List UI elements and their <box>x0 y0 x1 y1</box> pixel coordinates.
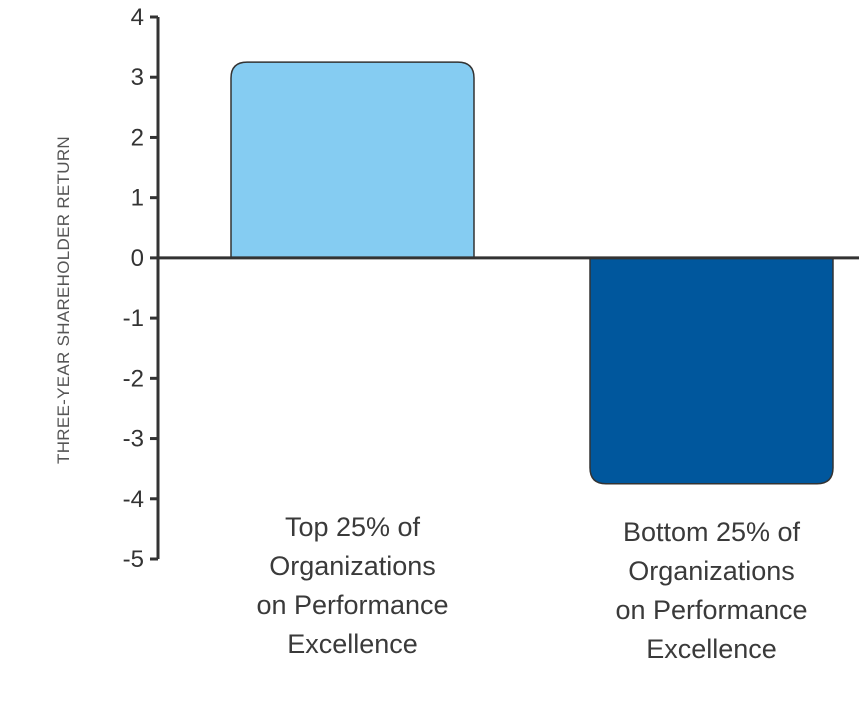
y-axis-label: THREE-YEAR SHAREHOLDER RETURN <box>54 136 73 464</box>
bar-bottom-25 <box>589 257 834 485</box>
category-label-line: Organizations <box>628 556 795 586</box>
y-tick-label: 0 <box>131 245 144 272</box>
category-label-line: on Performance <box>615 595 808 625</box>
y-tick-label: 1 <box>131 185 144 212</box>
y-tick-label: 2 <box>131 124 144 151</box>
category-label-top: Top 25% of Organizations on Performance … <box>203 508 503 664</box>
y-tick-label: -4 <box>123 486 144 513</box>
y-tick-label: -2 <box>123 365 144 392</box>
category-label-line: Excellence <box>287 629 418 659</box>
category-label-line: Excellence <box>646 634 777 664</box>
category-label-line: Bottom 25% of <box>622 517 801 547</box>
category-label-line: Top 25% of <box>284 512 421 542</box>
category-label-line: Organizations <box>269 551 436 581</box>
y-tick-label: -3 <box>123 426 144 453</box>
y-tick-label: -5 <box>123 546 144 573</box>
bar-top-25 <box>230 61 475 259</box>
y-tick-label: 4 <box>131 4 144 31</box>
y-tick-label: -1 <box>123 305 144 332</box>
category-label-line: on Performance <box>256 590 449 620</box>
y-tick-label: 3 <box>131 64 144 91</box>
category-label-bottom: Bottom 25% of Organizations on Performan… <box>562 513 859 669</box>
